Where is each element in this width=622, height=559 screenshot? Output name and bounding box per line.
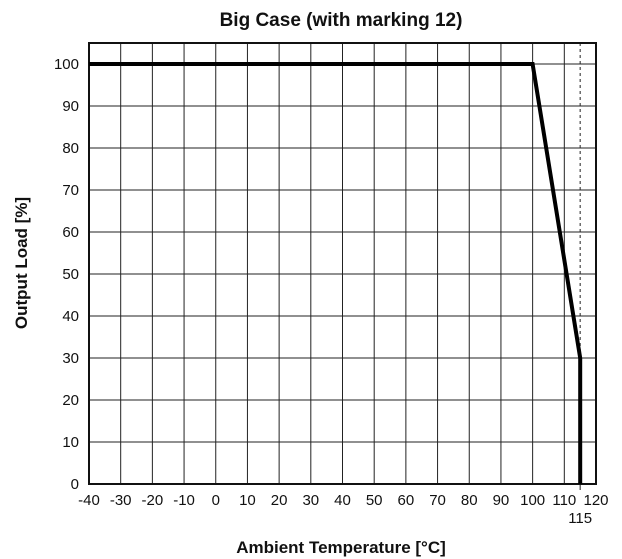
x-tick-label: 80: [461, 492, 478, 509]
chart-title: Big Case (with marking 12): [220, 10, 463, 31]
x-tick-label: 110: [552, 492, 576, 509]
x-tick-label: 0: [212, 492, 220, 509]
y-tick-label: 20: [62, 392, 79, 409]
x-tick-label: 20: [271, 492, 288, 509]
x-tick-label: 90: [493, 492, 510, 509]
grid: [88, 43, 597, 485]
y-tick-label: 0: [71, 476, 79, 493]
y-tick-label: 10: [62, 434, 79, 451]
y-tick-label: 60: [62, 224, 79, 241]
x-tick-label: 70: [429, 492, 446, 509]
y-tick-label: 50: [62, 266, 79, 283]
x-axis-label: Ambient Temperature [°C]: [236, 538, 446, 557]
x-tick-label: 50: [366, 492, 383, 509]
y-tick-label: 100: [54, 56, 79, 73]
series-line: [89, 62, 583, 484]
x-tick-label: 30: [302, 492, 319, 509]
x-tick-label: -10: [173, 492, 195, 509]
plot-frame: [88, 42, 597, 485]
x-tick-label: 60: [398, 492, 415, 509]
y-axis-label: Output Load [%]: [12, 197, 31, 329]
x-tick-label: 10: [239, 492, 256, 509]
x-tick-labels: -40 -30 -20 -10 0 10 20 30 40 50 60 70 80 90 100 110 120…: [78, 492, 608, 527]
y-tick-label: 40: [62, 308, 79, 325]
x-tick-label: 100: [520, 492, 545, 509]
y-tick-label: 30: [62, 350, 79, 367]
y-tick-label: 70: [62, 182, 79, 199]
x-tick-label: -20: [142, 492, 164, 509]
x-tick-label: 120: [583, 492, 608, 509]
y-tick-label: 90: [62, 98, 79, 115]
x-tick-label: -30: [110, 492, 132, 509]
x-tick-label: 40: [334, 492, 351, 509]
extra-x-tick-label: 115: [568, 510, 592, 527]
y-tick-label: 80: [62, 140, 79, 157]
y-tick-labels: 0 10 20 30 40 50 60 70 80 90 100: [54, 56, 79, 493]
x-tick-label: -40: [78, 492, 100, 509]
